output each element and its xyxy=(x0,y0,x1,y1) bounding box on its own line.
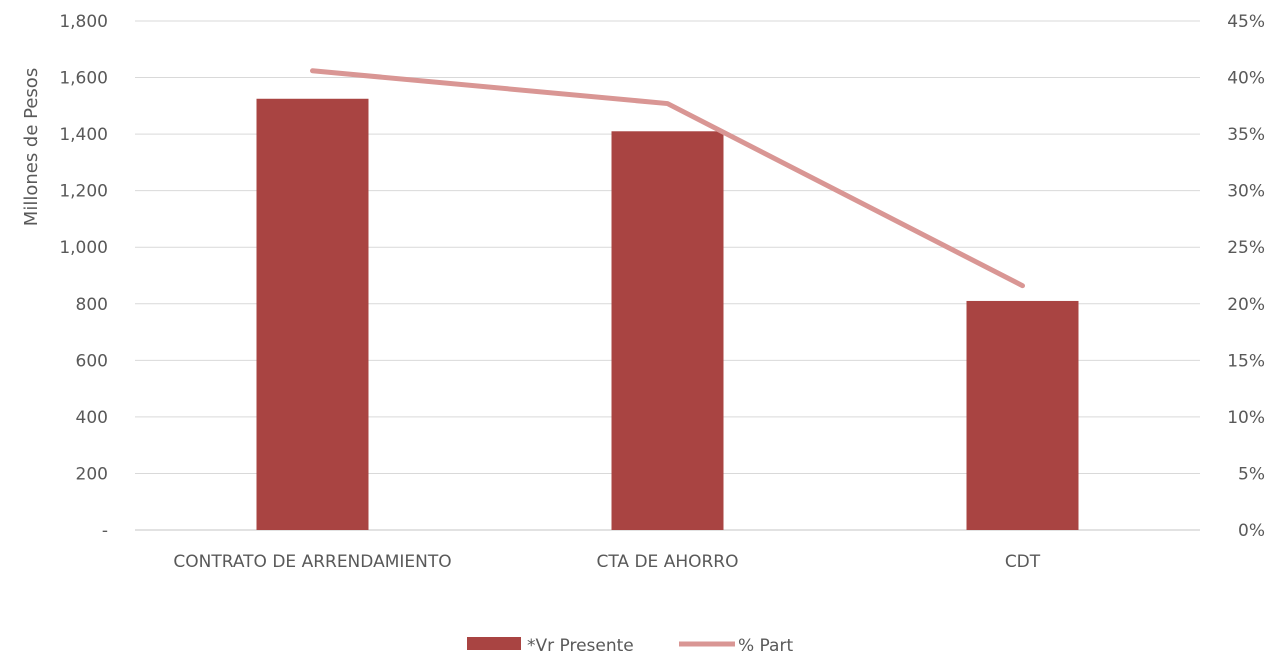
right-tick-label: 30% xyxy=(1227,182,1265,202)
legend-label-part: % Part xyxy=(738,636,793,656)
left-tick-label: - xyxy=(102,521,108,541)
left-tick-label: 1,800 xyxy=(59,12,108,32)
left-axis-ticks: - 200 400 600 800 1,000 1,200 1,400 1,600 1,800 xyxy=(59,12,108,541)
left-tick-label: 200 xyxy=(76,464,108,484)
bar xyxy=(966,300,1079,530)
right-tick-label: 20% xyxy=(1227,295,1265,315)
right-tick-label: 5% xyxy=(1238,464,1265,484)
legend-label-vr-presente: *Vr Presente xyxy=(527,636,634,656)
left-tick-label: 1,200 xyxy=(59,182,108,202)
bar xyxy=(256,98,369,530)
right-tick-label: 15% xyxy=(1227,351,1265,371)
bar xyxy=(611,131,724,531)
right-tick-label: 35% xyxy=(1227,125,1265,145)
left-tick-label: 1,000 xyxy=(59,238,108,258)
right-tick-label: 0% xyxy=(1238,521,1265,541)
right-tick-label: 25% xyxy=(1227,238,1265,258)
legend-swatch-vr-presente xyxy=(467,637,521,650)
x-tick-label: CDT xyxy=(1005,552,1041,572)
right-axis-ticks: 0% 5% 10% 15% 20% 25% 30% 35% 40% 45% xyxy=(1227,12,1265,541)
legend: *Vr Presente % Part xyxy=(467,636,793,656)
part-line xyxy=(310,68,1025,289)
bar-series xyxy=(256,98,1079,531)
right-tick-label: 45% xyxy=(1227,12,1265,32)
left-tick-label: 1,400 xyxy=(59,125,108,145)
x-tick-label: CTA DE AHORRO xyxy=(596,552,738,572)
left-tick-label: 1,600 xyxy=(59,69,108,89)
y-axis-label: Millones de Pesos xyxy=(21,68,42,226)
left-tick-label: 600 xyxy=(76,351,108,371)
right-tick-label: 40% xyxy=(1227,69,1265,89)
x-axis-ticks: CONTRATO DE ARRENDAMIENTO CTA DE AHORRO CD… xyxy=(173,552,1040,572)
left-tick-label: 800 xyxy=(76,295,108,315)
line-series xyxy=(310,68,1025,289)
x-tick-label: CONTRATO DE ARRENDAMIENTO xyxy=(173,552,451,572)
left-tick-label: 400 xyxy=(76,408,108,428)
right-tick-label: 10% xyxy=(1227,408,1265,428)
